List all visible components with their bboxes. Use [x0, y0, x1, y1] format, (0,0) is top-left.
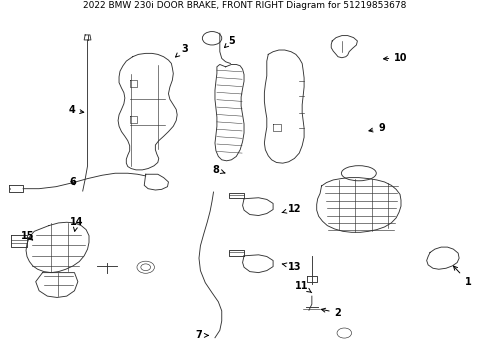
Text: 2: 2	[321, 308, 342, 318]
Text: 9: 9	[369, 123, 385, 133]
Text: 2022 BMW 230i DOOR BRAKE, FRONT RIGHT Diagram for 51219853678: 2022 BMW 230i DOOR BRAKE, FRONT RIGHT Di…	[83, 1, 407, 10]
Text: 12: 12	[282, 204, 301, 214]
Text: 3: 3	[175, 44, 188, 57]
Text: 15: 15	[21, 231, 35, 241]
Text: 11: 11	[295, 281, 312, 293]
Text: 14: 14	[70, 217, 83, 231]
Text: 6: 6	[70, 177, 76, 187]
Text: 8: 8	[213, 165, 225, 175]
Text: 13: 13	[282, 262, 301, 271]
Text: 5: 5	[224, 36, 235, 48]
Text: 1: 1	[454, 266, 471, 287]
Text: 4: 4	[68, 105, 84, 116]
Text: 10: 10	[384, 53, 408, 63]
Text: 7: 7	[196, 330, 208, 341]
